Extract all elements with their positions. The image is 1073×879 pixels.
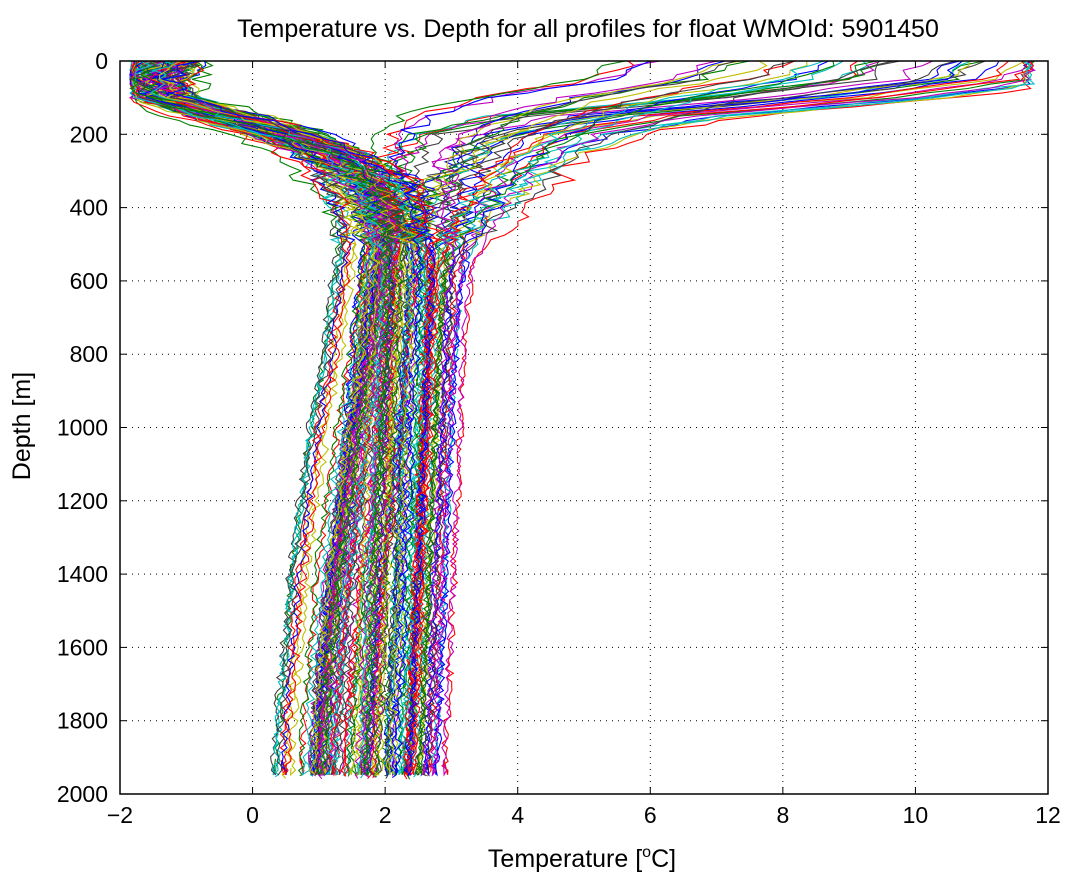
- profile-line: [152, 60, 391, 775]
- x-tick-label: 0: [246, 802, 259, 828]
- profile-line: [429, 60, 934, 777]
- profile-line: [422, 60, 718, 776]
- x-tick-label: 4: [511, 802, 524, 828]
- profile-line: [441, 60, 1036, 777]
- y-axis-label: Depth [m]: [8, 372, 36, 480]
- plot-area-frame: [119, 60, 1049, 795]
- y-tick-label: 600: [70, 268, 108, 294]
- profile-line: [174, 60, 406, 779]
- y-tick-label: 1800: [57, 708, 108, 734]
- x-axis-label-main: Temperature [: [488, 845, 642, 873]
- profile-line: [422, 60, 894, 776]
- profile-line: [414, 60, 1032, 775]
- y-tick-label: 400: [70, 195, 108, 221]
- axis-ticks: −2 0 2 4 6 8 10 12 0 200 400 600 800 1000 1200 1400 1600…: [57, 48, 1061, 828]
- profile-line: [390, 60, 970, 776]
- profile-line: [411, 60, 1032, 778]
- x-tick-label: 2: [379, 802, 392, 828]
- profile-line: [166, 60, 401, 776]
- profile-line: [162, 60, 430, 776]
- profile-line: [432, 60, 963, 775]
- profile-line: [131, 60, 385, 779]
- profile-line: [149, 60, 432, 776]
- y-tick-label: 200: [70, 121, 108, 147]
- x-tick-label: 6: [644, 802, 657, 828]
- profile-line: [139, 60, 425, 776]
- profile-line: [382, 60, 737, 779]
- profile-line: [158, 60, 405, 776]
- profile-line: [396, 60, 880, 776]
- profile-line: [128, 60, 412, 775]
- profile-line: [129, 60, 383, 776]
- profile-line: [415, 60, 835, 776]
- profile-line: [129, 60, 363, 777]
- y-tick-label: 2000: [57, 781, 108, 807]
- profile-line: [427, 60, 1035, 777]
- chart-title: Temperature vs. Depth for all profiles f…: [237, 15, 939, 43]
- y-tick-label: 1200: [57, 488, 108, 514]
- profile-lines: [128, 60, 1036, 780]
- profile-line: [167, 60, 421, 775]
- profile-line: [147, 60, 435, 776]
- y-tick-label: 1400: [57, 561, 108, 587]
- profile-line: [387, 60, 972, 777]
- x-axis-label: Temperature [oC]: [488, 844, 676, 873]
- profile-line: [129, 60, 356, 775]
- y-tick-label: 1000: [57, 415, 108, 441]
- x-axis-label-superscript: o: [642, 844, 651, 861]
- x-tick-label: 8: [776, 802, 789, 828]
- profile-line: [130, 60, 352, 776]
- y-tick-label: 1600: [57, 634, 108, 660]
- profile-line: [423, 60, 829, 777]
- x-axis-label-tail: C]: [651, 845, 676, 873]
- profile-line: [429, 60, 1030, 776]
- x-tick-label: 12: [1035, 802, 1061, 828]
- y-tick-label: 0: [95, 48, 108, 74]
- profile-line: [151, 60, 398, 776]
- profile-line: [417, 60, 1025, 775]
- profile-line: [133, 60, 352, 778]
- profile-line: [159, 60, 401, 775]
- profile-line: [160, 60, 388, 776]
- profile-line: [132, 60, 348, 776]
- y-tick-label: 800: [70, 341, 108, 367]
- x-tick-label: −2: [107, 802, 133, 828]
- profile-line: [139, 60, 347, 776]
- grid-lines: [120, 61, 1048, 794]
- profile-line: [145, 60, 391, 776]
- profile-line: [149, 60, 430, 776]
- profile-line: [130, 60, 395, 776]
- profile-line: [130, 60, 396, 775]
- x-tick-label: 10: [903, 802, 929, 828]
